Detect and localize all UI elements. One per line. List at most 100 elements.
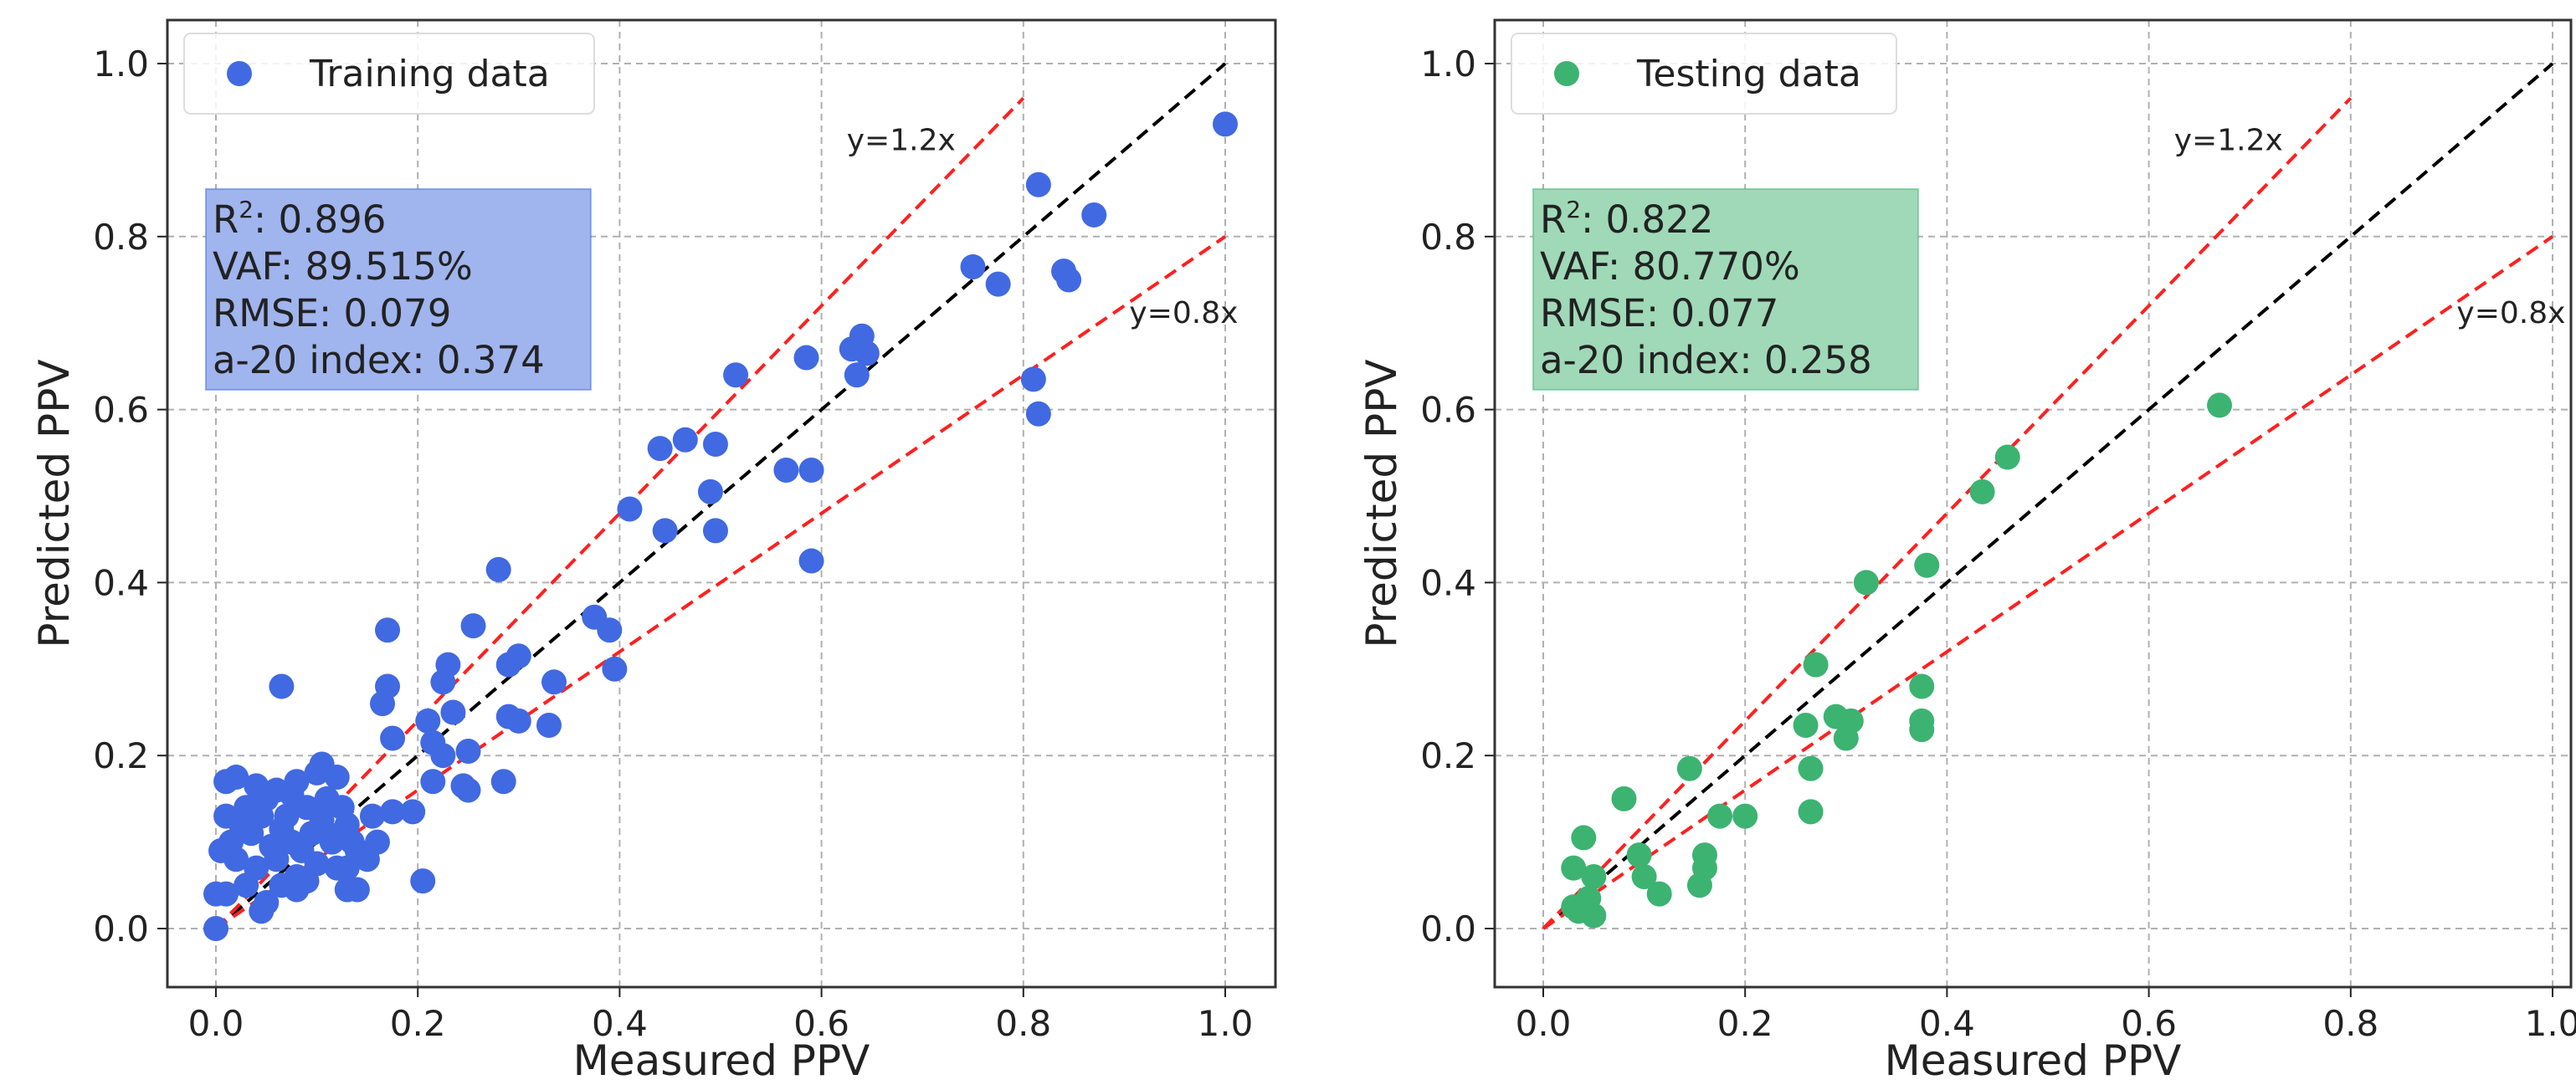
data-point	[597, 617, 623, 643]
data-point	[249, 898, 275, 924]
legend-label: Testing data	[1636, 53, 1861, 95]
data-point	[1561, 894, 1587, 920]
data-point	[602, 656, 628, 682]
data-point	[460, 613, 486, 639]
stat-a20: a-20 index: 0.258	[1540, 338, 1872, 382]
identity-line	[1542, 62, 2554, 930]
stat-r2: R2: 0.822	[1540, 196, 1713, 242]
y-tick-label: 0.0	[1420, 908, 1476, 949]
data-point	[1056, 267, 1082, 293]
y-tick-label: 0.6	[1420, 390, 1476, 431]
data-point	[455, 739, 481, 765]
x-tick-label: 1.0	[1198, 1003, 1254, 1044]
y-tick-label: 1.0	[1420, 43, 1476, 84]
x-axis-label: Measured PPV	[573, 1036, 870, 1085]
stats-box	[204, 187, 592, 391]
data-point	[541, 669, 567, 695]
data-point	[1213, 111, 1238, 137]
data-point	[233, 873, 259, 898]
stat-r2: R2: 0.896	[213, 196, 386, 242]
x-tick-label: 0.2	[1717, 1003, 1773, 1044]
x-tick-label: 0.6	[793, 1003, 849, 1044]
axes-frame	[166, 18, 1277, 989]
data-point	[702, 518, 728, 544]
reference-line	[1542, 235, 2554, 930]
reference-line	[1542, 96, 2353, 930]
stat-vaf: VAF: 89.515%	[213, 244, 473, 289]
data-point	[324, 765, 350, 791]
y-axis-label: Predicted PPV	[30, 359, 79, 647]
data-point	[1646, 881, 1672, 907]
data-point	[279, 781, 305, 807]
data-point	[400, 799, 426, 825]
data-point	[420, 769, 446, 795]
data-point	[985, 271, 1011, 297]
data-point	[697, 478, 723, 504]
data-point	[430, 669, 456, 695]
data-point	[249, 803, 275, 829]
training-panel: 0.0 0.2 0.4 0.6 0.8 1.0 0.0 0.2 0.4 0.6 0.8 1.0 y=1.…	[30, 18, 1277, 1085]
data-point	[793, 345, 819, 371]
data-point	[455, 777, 481, 803]
data-point	[203, 916, 228, 941]
y-tick-label: 0.4	[93, 562, 149, 603]
y-tick-label: 0.6	[93, 390, 149, 431]
data-point	[1626, 842, 1652, 868]
data-point	[798, 457, 824, 483]
data-point	[1581, 903, 1607, 929]
data-point	[359, 803, 385, 829]
data-point	[798, 548, 824, 574]
axes-frame	[1493, 18, 2573, 989]
legend-box	[1511, 33, 1897, 115]
x-tick-label: 0.8	[995, 1003, 1051, 1044]
data-point	[1798, 799, 1824, 825]
testing-panel: 0.0 0.2 0.4 0.6 0.8 1.0 0.0 0.2 0.4 0.6 0.8 1.0 y=1.…	[1357, 18, 2576, 1085]
y-tick-label: 0.2	[93, 735, 149, 776]
reference-line	[214, 96, 1025, 930]
data-point	[1798, 755, 1824, 781]
data-point	[344, 877, 370, 903]
data-point	[1732, 803, 1758, 829]
data-point	[1793, 713, 1819, 739]
data-point	[2207, 392, 2233, 418]
stat-vaf: VAF: 80.770%	[1540, 244, 1800, 289]
data-point	[1020, 366, 1046, 392]
data-point	[430, 743, 456, 769]
data-point	[485, 556, 511, 582]
data-point	[495, 652, 521, 678]
data-point	[375, 617, 401, 643]
data-point	[339, 829, 365, 855]
data-point	[490, 769, 516, 795]
data-point	[1561, 855, 1587, 881]
data-point	[505, 708, 531, 734]
data-point	[960, 253, 986, 279]
data-point	[1853, 570, 1879, 596]
legend-box	[183, 33, 595, 115]
data-point	[440, 699, 466, 725]
data-point	[324, 855, 350, 881]
data-point	[410, 868, 436, 894]
data-point	[536, 713, 562, 739]
y-tick-label: 0.2	[1420, 735, 1476, 776]
data-point	[208, 837, 234, 863]
data-point	[269, 673, 295, 699]
x-tick-label: 1.0	[2525, 1003, 2576, 1044]
data-point	[1025, 171, 1051, 197]
x-tick-label: 0.2	[390, 1003, 446, 1044]
data-point	[289, 837, 315, 863]
stat-rmse: RMSE: 0.077	[1540, 291, 1778, 335]
x-tick-label: 0.8	[2322, 1003, 2378, 1044]
data-point	[1571, 825, 1597, 851]
data-point	[354, 847, 380, 873]
stat-a20: a-20 index: 0.374	[213, 338, 545, 382]
x-tick-label: 0.0	[1516, 1003, 1572, 1044]
data-point	[1914, 552, 1940, 578]
reference-line-label-lower: y=0.8x	[2456, 296, 2565, 330]
y-tick-label: 0.4	[1420, 562, 1476, 603]
data-point	[854, 340, 880, 366]
data-point	[269, 816, 295, 842]
data-point	[380, 799, 406, 825]
y-tick-label: 0.8	[93, 217, 149, 258]
data-point	[652, 518, 678, 544]
